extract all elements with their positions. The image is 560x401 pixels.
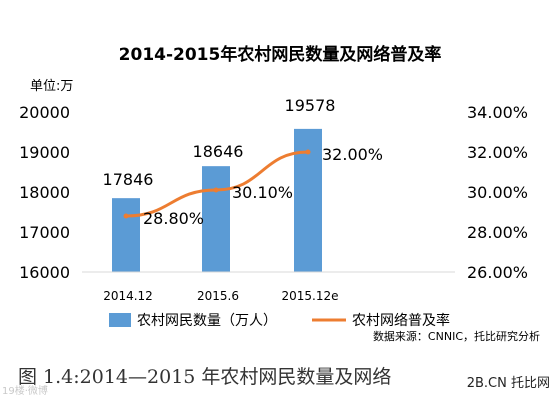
y-right-tick-label: 34.00% xyxy=(467,103,528,122)
x-tick-label: 2015.12e xyxy=(281,289,338,303)
bar-value-label: 19578 xyxy=(285,96,336,115)
line-value-label: 30.10% xyxy=(232,183,293,202)
x-tick-label: 2014.12 xyxy=(103,289,153,303)
chart-title: 2014-2015年农村网民数量及网络普及率 xyxy=(119,44,442,65)
bar-value-label: 18646 xyxy=(193,142,244,161)
y-right-tick-label: 30.00% xyxy=(467,183,528,202)
line-point xyxy=(123,213,129,219)
bar xyxy=(202,166,230,272)
unit-label: 单位:万 xyxy=(30,79,73,94)
chart-frame: 2014-2015年农村网民数量及网络普及率单位:万 16000 17000 1800… xyxy=(19,44,540,343)
line-point xyxy=(213,187,219,193)
y-left-tick-label: 17000 xyxy=(19,223,70,242)
legend-line-label: 农村网络普及率 xyxy=(352,312,450,329)
figure-caption: 图 1.4:2014—2015 年农村网民数量及网络 xyxy=(18,366,392,388)
watermark-right: 2B.CN 托比网 xyxy=(464,372,552,391)
x-tick-label: 2015.6 xyxy=(197,289,239,303)
line-value-label: 28.80% xyxy=(143,209,204,228)
y-left-tick-label: 16000 xyxy=(19,263,70,282)
legend-bar-label: 农村网民数量（万人） xyxy=(137,313,277,329)
line-value-label: 32.00% xyxy=(322,145,383,164)
y-right-tick-label: 26.00% xyxy=(467,263,528,282)
y-right-tick-label: 32.00% xyxy=(467,143,528,162)
y-left-tick-label: 20000 xyxy=(19,103,70,122)
y-left-tick-label: 18000 xyxy=(19,183,70,202)
watermark-left: 19楼·微博 xyxy=(2,386,48,397)
legend-bar-swatch xyxy=(109,313,131,327)
bar-value-label: 17846 xyxy=(103,170,154,189)
line-point xyxy=(305,149,311,155)
bar xyxy=(112,198,140,272)
y-right-tick-label: 28.00% xyxy=(467,223,528,242)
source-note: 数据来源：CNNIC，托比研究分析 xyxy=(373,329,540,343)
y-left-tick-label: 19000 xyxy=(19,143,70,162)
